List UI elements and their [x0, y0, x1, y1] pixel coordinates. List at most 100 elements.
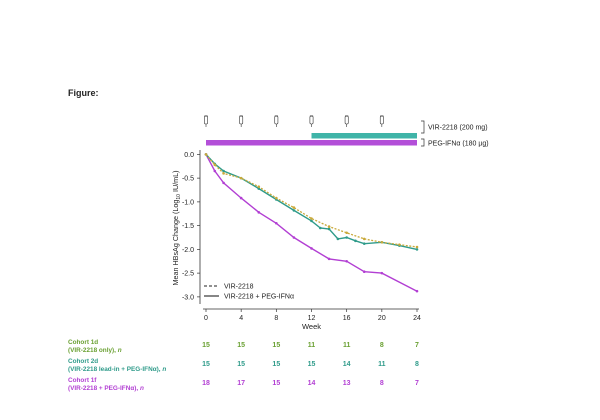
- n-value-row2-col6: 7: [415, 380, 419, 387]
- axes: 0.0 -0.5 -1.0 -1.5 -2.0 -2.5 -3.0 0 4 8 12 16 20 24 We…: [171, 150, 421, 331]
- series-line-1: [205, 153, 418, 251]
- series-1-point-7: [310, 219, 313, 223]
- bar-label-peg: PEG-IFNα (180 µg): [428, 141, 489, 148]
- n-value-row2-col1: 17: [237, 380, 245, 387]
- cohort-2d-subtitle: (VIR-2218 lead-in + PEG-IFNα),: [68, 366, 163, 373]
- treatment-bars: VIR-2218 (200 mg) PEG-IFNα (180 µg): [206, 120, 489, 148]
- series-0-point-9: [345, 231, 348, 235]
- series-0-point-11: [380, 240, 384, 244]
- cohort-2d-title: Cohort 2d: [68, 358, 99, 365]
- x-tick-label-3: 12: [308, 315, 316, 322]
- series-0-point-12: [398, 243, 401, 246]
- n-value-row2-col2: 15: [272, 380, 280, 387]
- series-0-point-13: [415, 245, 419, 249]
- series-line-2: [205, 154, 418, 292]
- cohort-2d-n: n: [162, 366, 167, 373]
- n-value-row0-col2: 15: [272, 342, 280, 349]
- treatment-bar-0: [311, 133, 417, 139]
- series-1-point-12: [354, 239, 357, 243]
- n-value-row1-col2: 15: [272, 361, 280, 368]
- series-0-point-1: [213, 163, 217, 167]
- n-value-row2-col4: 13: [343, 380, 351, 387]
- bracket-peg: [421, 138, 425, 147]
- n-value-row0-col5: 8: [380, 342, 384, 349]
- series-2-point-2: [222, 181, 225, 185]
- series-1-point-10: [336, 237, 340, 241]
- cohort-1d-title: Cohort 1d: [68, 339, 99, 346]
- n-value-row0-col0: 15: [202, 342, 210, 349]
- n-value-row1-col6: 8: [415, 361, 419, 368]
- series-1-point-8: [318, 226, 322, 230]
- n-table-values: 15 15 15 11 11 8 7 15 15 15 15 14 11 8 18 17 15 14 13 8 7: [202, 342, 419, 387]
- series-0-point-4: [257, 185, 261, 188]
- series-1-point-9: [327, 227, 331, 231]
- series-2-point-12: [415, 289, 419, 293]
- x-tick-label-0: 0: [204, 315, 208, 322]
- series-0-point-7: [310, 217, 313, 220]
- n-value-row1-col5: 11: [378, 361, 386, 368]
- series-1-point-13: [362, 242, 366, 245]
- series-0-point-0: [204, 153, 208, 156]
- series-2-point-7: [310, 247, 313, 250]
- syringe-icon-week-20: [379, 115, 384, 125]
- n-value-row1-col4: 14: [343, 361, 351, 368]
- y-tick-label-1: -0.5: [182, 176, 194, 183]
- n-value-row2-col3: 14: [308, 380, 316, 387]
- series-1-point-6: [292, 209, 296, 212]
- bracket-vir: [421, 120, 425, 134]
- series-line-0: [205, 153, 418, 248]
- cohort-2d-label: Cohort 2d (VIR-2218 lead-in + PEG-IFNα),…: [68, 358, 166, 374]
- y-tick-label-2: -1.0: [182, 199, 194, 206]
- y-tick-label-6: -3.0: [182, 294, 194, 301]
- cohort-1f-label: Cohort 1f (VIR-2218 + PEG-IFNα), n: [68, 377, 144, 393]
- series-0-point-10: [362, 237, 366, 241]
- x-tick-label-1: 4: [239, 315, 243, 322]
- bar-label-vir: VIR-2218 (200 mg): [428, 125, 488, 132]
- series-0-point-2: [222, 172, 225, 175]
- x-tick-label-5: 20: [378, 315, 386, 322]
- x-tick-label-6: 24: [413, 315, 421, 322]
- n-value-row1-col1: 15: [237, 361, 245, 368]
- cohort-1f-subtitle: (VIR-2218 + PEG-IFNα),: [68, 385, 140, 392]
- series-2-point-10: [362, 270, 366, 274]
- dose-markers: [204, 115, 384, 127]
- n-value-row2-col0: 18: [202, 380, 210, 387]
- series-2-point-8: [327, 257, 331, 261]
- series-2-point-6: [292, 236, 296, 239]
- series-0-point-3: [239, 176, 243, 180]
- chart-legend: VIR-2218 VIR-2218 + PEG-IFNα: [204, 284, 294, 301]
- syringe-icon-week-0: [204, 115, 208, 125]
- series-2-point-3: [239, 196, 243, 200]
- n-value-row1-col0: 15: [202, 361, 210, 368]
- n-value-row0-col1: 15: [237, 342, 245, 349]
- n-value-row0-col4: 11: [343, 342, 351, 349]
- series-2-point-1: [213, 169, 217, 173]
- series-1-point-16: [415, 248, 419, 251]
- figure-label: Figure:: [68, 88, 99, 98]
- y-axis-title: Mean HBsAg Change (Log10 IU/mL): [171, 170, 182, 285]
- n-value-row0-col6: 7: [415, 342, 419, 349]
- series-1-point-11: [345, 236, 348, 239]
- series-2-point-9: [345, 259, 348, 263]
- treatment-bar-1: [206, 140, 417, 146]
- n-value-row0-col3: 11: [308, 342, 316, 349]
- y-tick-label-0: 0.0: [184, 152, 194, 159]
- legend-label-0: VIR-2218: [224, 284, 254, 291]
- x-axis-title: Week: [302, 322, 321, 331]
- series-1-point-2: [222, 169, 225, 173]
- n-value-row2-col5: 8: [380, 380, 384, 387]
- syringe-icon-week-16: [344, 115, 349, 125]
- x-tick-label-4: 16: [343, 315, 351, 322]
- cohort-1d-subtitle: (VIR-2218 only),: [68, 347, 118, 354]
- series-2-point-5: [275, 221, 278, 225]
- y-tick-label-5: -2.5: [182, 271, 194, 278]
- series-2-point-4: [257, 211, 261, 214]
- series-0-point-6: [292, 206, 296, 209]
- y-tick-label-3: -1.5: [182, 223, 194, 230]
- series-2-point-11: [380, 271, 384, 275]
- syringe-icon-week-8: [274, 115, 279, 125]
- x-tick-label-2: 8: [274, 315, 278, 322]
- cohort-1d-label: Cohort 1d (VIR-2218 only), n: [68, 339, 122, 355]
- legend-label-1: VIR-2218 + PEG-IFNα: [224, 294, 294, 301]
